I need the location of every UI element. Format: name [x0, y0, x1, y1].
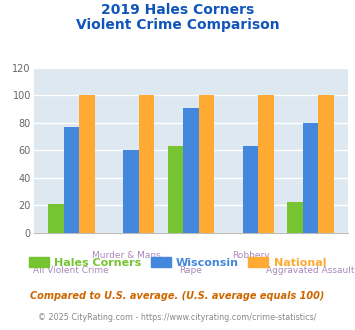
- Text: Murder & Mans...: Murder & Mans...: [92, 251, 170, 260]
- Bar: [198, 95, 214, 233]
- Bar: [183, 108, 198, 233]
- Bar: [79, 95, 95, 233]
- Text: Robbery: Robbery: [232, 251, 269, 260]
- Bar: [318, 95, 334, 233]
- Bar: [243, 146, 258, 233]
- Bar: [258, 95, 274, 233]
- Text: © 2025 CityRating.com - https://www.cityrating.com/crime-statistics/: © 2025 CityRating.com - https://www.city…: [38, 313, 317, 322]
- Text: Violent Crime Comparison: Violent Crime Comparison: [76, 18, 279, 32]
- Bar: [302, 123, 318, 233]
- Bar: [139, 95, 154, 233]
- Bar: [123, 150, 139, 233]
- Bar: [168, 146, 183, 233]
- Text: 2019 Hales Corners: 2019 Hales Corners: [101, 3, 254, 17]
- Legend: Hales Corners, Wisconsin, National: Hales Corners, Wisconsin, National: [29, 257, 326, 268]
- Text: Aggravated Assault: Aggravated Assault: [266, 266, 355, 275]
- Text: All Violent Crime: All Violent Crime: [33, 266, 109, 275]
- Bar: [287, 202, 302, 233]
- Text: Compared to U.S. average. (U.S. average equals 100): Compared to U.S. average. (U.S. average …: [30, 291, 325, 301]
- Bar: [64, 127, 79, 233]
- Text: Rape: Rape: [179, 266, 202, 275]
- Bar: [48, 204, 64, 233]
